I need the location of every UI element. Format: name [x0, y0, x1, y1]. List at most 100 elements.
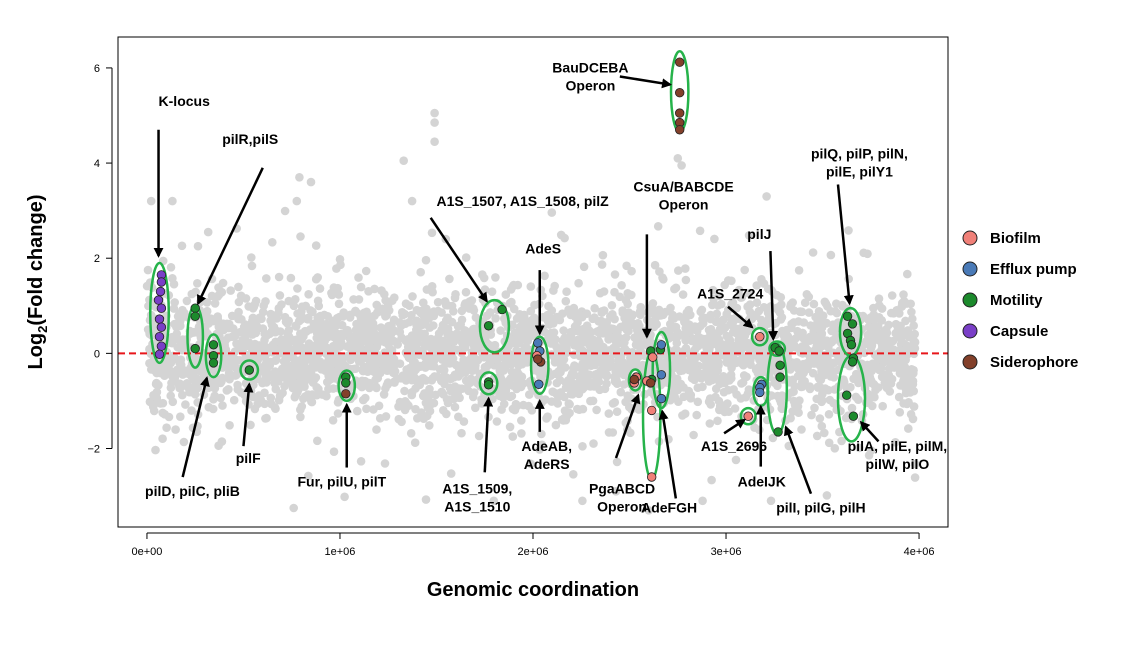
- background-point: [324, 384, 333, 394]
- background-point: [889, 309, 898, 318]
- background-point: [446, 469, 456, 478]
- background-point: [312, 333, 322, 343]
- background-point: [884, 375, 893, 385]
- background-point: [304, 290, 313, 299]
- data-point-motility: [846, 340, 857, 350]
- background-point: [714, 291, 723, 301]
- background-point: [679, 383, 688, 392]
- background-point: [412, 321, 421, 330]
- background-point: [705, 345, 714, 354]
- background-point: [731, 455, 741, 465]
- background-point: [610, 287, 619, 297]
- background-point: [884, 320, 893, 330]
- background-point: [681, 336, 690, 345]
- data-point-efflux-pump: [656, 340, 667, 350]
- background-point: [184, 383, 194, 393]
- background-point: [506, 374, 515, 384]
- background-point: [820, 384, 830, 393]
- background-point: [508, 320, 517, 330]
- background-point: [248, 304, 258, 313]
- background-point: [759, 279, 769, 288]
- background-point: [514, 331, 524, 341]
- background-point: [824, 410, 834, 419]
- background-point: [270, 327, 279, 337]
- annotation-arrow: [619, 75, 673, 89]
- background-point: [561, 296, 571, 306]
- background-point: [804, 292, 814, 302]
- background-point: [496, 374, 506, 383]
- background-point: [673, 154, 683, 163]
- background-point: [551, 335, 560, 344]
- background-point: [789, 342, 799, 351]
- background-point: [589, 439, 598, 448]
- background-point: [578, 442, 587, 451]
- background-point: [705, 419, 715, 428]
- data-point-siderophore: [675, 125, 685, 135]
- background-point: [812, 431, 822, 441]
- background-point: [217, 437, 227, 446]
- background-point: [612, 407, 622, 417]
- background-point: [844, 226, 853, 235]
- background-point: [153, 398, 162, 407]
- background-point: [590, 304, 599, 313]
- background-point: [813, 323, 822, 332]
- background-point: [570, 361, 579, 370]
- background-point: [479, 273, 489, 283]
- background-point: [689, 430, 698, 440]
- background-point: [910, 473, 920, 482]
- background-point: [458, 338, 468, 347]
- background-point: [349, 295, 358, 304]
- background-point: [505, 392, 515, 402]
- background-point: [804, 308, 814, 317]
- background-point: [274, 272, 284, 282]
- annotation-arrow: [181, 376, 210, 478]
- background-point: [210, 299, 220, 308]
- background-point: [166, 383, 176, 393]
- background-point: [253, 343, 263, 352]
- background-point: [291, 321, 300, 331]
- background-point: [151, 445, 160, 455]
- background-point: [686, 310, 695, 320]
- background-point: [722, 331, 732, 341]
- background-point: [635, 307, 645, 316]
- legend-marker: [962, 230, 978, 246]
- background-point: [496, 326, 505, 335]
- background-point: [410, 438, 420, 448]
- data-point-motility: [190, 311, 200, 322]
- background-point: [193, 241, 203, 251]
- background-point: [616, 387, 626, 397]
- background-point: [292, 196, 302, 206]
- background-point: [562, 334, 572, 344]
- background-point: [176, 383, 186, 392]
- background-point: [399, 156, 409, 165]
- background-point: [450, 382, 460, 391]
- background-point: [329, 283, 339, 292]
- background-point: [547, 397, 556, 406]
- data-point-capsule: [156, 341, 167, 351]
- background-point: [666, 324, 676, 334]
- background-point: [540, 271, 549, 281]
- highlight-ellipse: [239, 359, 260, 381]
- background-point: [372, 425, 381, 434]
- background-point: [519, 400, 528, 410]
- y-tick-label: 6: [94, 63, 100, 75]
- background-point: [711, 353, 720, 363]
- background-point: [394, 402, 403, 411]
- background-point: [650, 260, 660, 270]
- background-point: [173, 320, 183, 330]
- background-point: [743, 389, 753, 398]
- background-point: [753, 350, 763, 360]
- background-point: [226, 286, 235, 295]
- background-point: [292, 342, 302, 352]
- plot-frame: [117, 36, 949, 528]
- background-point: [246, 420, 255, 430]
- annotation-label: pilF: [236, 450, 261, 466]
- data-point-capsule: [156, 303, 167, 313]
- background-point: [899, 290, 908, 299]
- background-point: [438, 320, 448, 330]
- annotation-arrow: [723, 418, 747, 435]
- data-point-motility: [483, 321, 494, 331]
- data-point-motility: [483, 380, 494, 390]
- background-point: [590, 360, 600, 370]
